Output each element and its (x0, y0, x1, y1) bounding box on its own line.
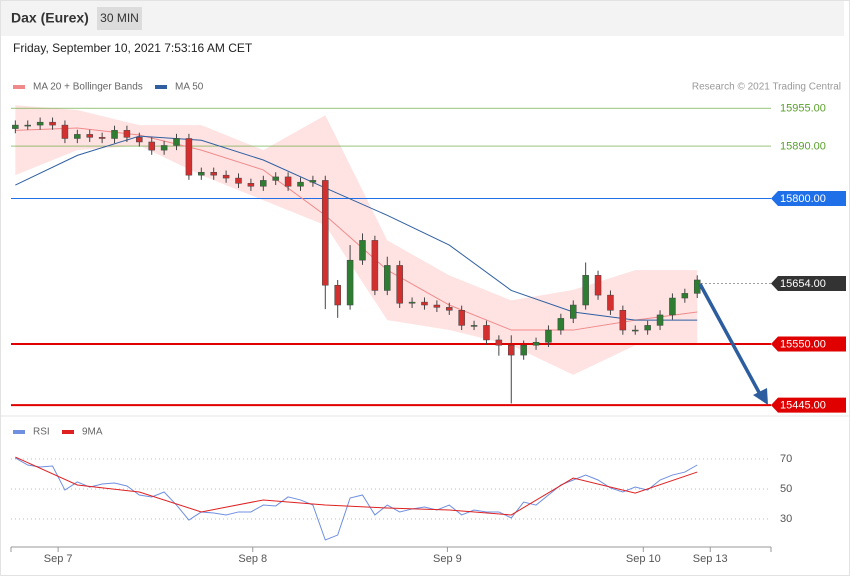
candle-body (359, 240, 366, 261)
candle-body (74, 134, 81, 139)
x-tick-label: Sep 13 (693, 553, 728, 565)
level-label: 15890.00 (780, 140, 826, 152)
candle-body (136, 137, 143, 143)
chart-title: Dax (Eurex) (11, 10, 89, 26)
legend-label: RSI (33, 427, 50, 438)
level-box (771, 397, 846, 413)
rsi-line (15, 456, 698, 516)
candle-body (396, 265, 403, 304)
level-box (771, 190, 846, 206)
candle-body (384, 265, 391, 291)
candle-body (644, 325, 651, 331)
candle-body (111, 130, 118, 139)
rsi-tick-label: 50 (780, 483, 792, 495)
candle-body (49, 121, 56, 126)
level-box (771, 336, 846, 352)
level-label: 15550.00 (780, 338, 826, 350)
candle-body (86, 134, 93, 138)
candle-body (284, 176, 292, 187)
candle-body (594, 275, 602, 296)
candle-body (446, 307, 453, 311)
candle-body (24, 124, 31, 127)
subtitle: Friday, September 10, 2021 7:53:16 AM CE… (13, 41, 253, 55)
candle-body (557, 318, 565, 331)
forecast-arrow (698, 283, 763, 397)
candle-body (173, 138, 180, 146)
candle-body (148, 141, 155, 151)
candle-body (421, 301, 428, 306)
candle-body (681, 293, 689, 299)
candle-body (570, 304, 577, 319)
legend-swatch (62, 430, 74, 434)
candle-body (371, 240, 379, 291)
candle-body (309, 180, 317, 183)
legend-swatch (155, 85, 167, 89)
candle-body (210, 172, 217, 176)
candle-body (61, 124, 69, 139)
x-tick-label: Sep 10 (626, 553, 661, 565)
candle-body (520, 344, 527, 356)
candle-body (532, 342, 540, 346)
candle-body (470, 325, 478, 327)
candle-body (198, 172, 205, 176)
candle-body (247, 183, 255, 187)
x-tick-label: Sep 9 (433, 553, 462, 565)
candle-body (433, 304, 441, 308)
level-label: 15955.00 (780, 103, 826, 115)
legend-swatch (13, 85, 25, 89)
level-label: 15654.00 (780, 278, 826, 290)
level-box (771, 275, 846, 291)
candle-body (619, 310, 627, 331)
timeframe[interactable]: 30 MIN (100, 11, 139, 25)
level-label: 15800.00 (780, 193, 826, 205)
candle-body (458, 310, 465, 326)
candle-body (98, 137, 106, 139)
candle-body (346, 259, 354, 306)
bollinger-band (15, 105, 698, 375)
candle-body (222, 174, 230, 179)
candle-body (508, 344, 515, 356)
candle-body (12, 124, 19, 129)
ma-line (15, 135, 698, 321)
x-tick-label: Sep 7 (44, 553, 73, 565)
level-label: 15445.00 (780, 400, 826, 412)
candle-body (160, 145, 168, 151)
candle-body (483, 325, 490, 341)
candle-body (235, 177, 242, 184)
candle-body (631, 329, 639, 332)
candle-body (297, 181, 304, 187)
forecast-arrow-head (753, 388, 768, 405)
candle-body (656, 314, 664, 326)
x-tick-label: Sep 8 (238, 553, 267, 565)
candle-body (607, 294, 614, 311)
candle-body (693, 279, 701, 294)
candle-body (545, 329, 552, 343)
candle-body (495, 339, 503, 346)
legend-label: 9MA (82, 427, 103, 438)
candle-body (272, 176, 279, 181)
legend-label: MA 20 + Bollinger Bands (33, 82, 143, 93)
candle-body (123, 130, 131, 138)
candle-body (36, 121, 44, 126)
candle-body (582, 275, 589, 306)
candle-body (322, 180, 329, 286)
legend-label: MA 50 (175, 82, 204, 93)
credit: Research © 2021 Trading Central (692, 82, 841, 93)
candle-body (669, 297, 676, 316)
candle-body (408, 301, 416, 304)
candle-body (334, 284, 341, 306)
candle-body (260, 180, 267, 187)
rsi-tick-label: 30 (780, 513, 792, 525)
rsi-line (15, 457, 698, 541)
timeframe-box[interactable] (97, 7, 142, 30)
legend-swatch (13, 430, 25, 434)
rsi-tick-label: 70 (780, 453, 792, 465)
candle-body (185, 138, 193, 176)
